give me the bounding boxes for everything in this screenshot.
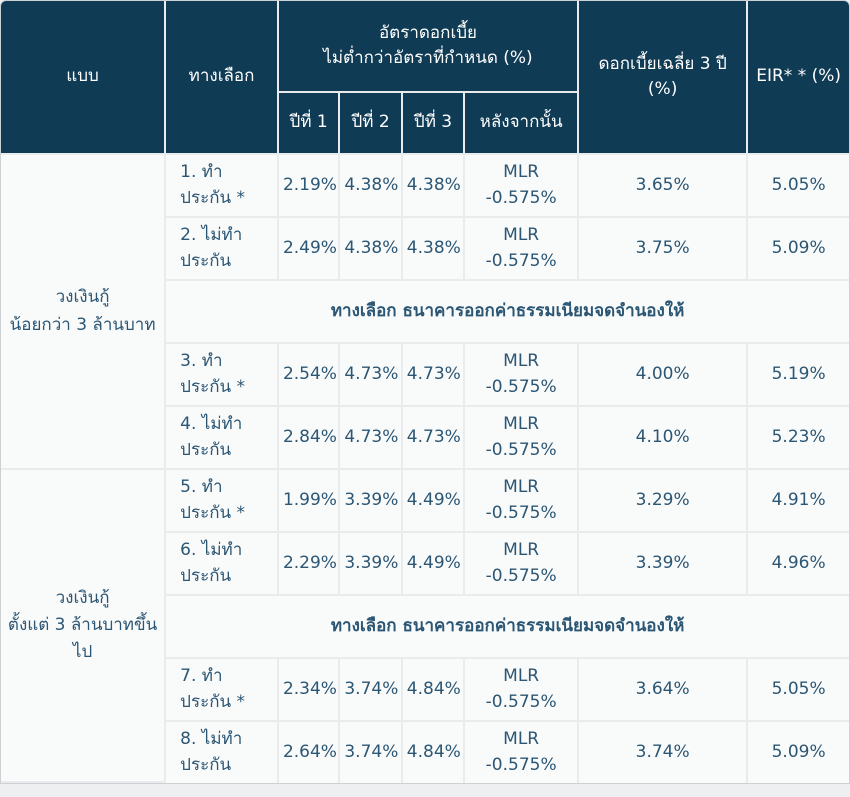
column-header-eir: EIR* * (%)	[748, 1, 849, 155]
loan-rate-table: แบบ ทางเลือก อัตราดอกเบี้ย ไม่ต่ำกว่าอัต…	[1, 1, 849, 783]
section-3-million-up: วงเงินกู้ ตั้งแต่ 3 ล้านบาทขึ้นไป 5. ทำป…	[1, 470, 849, 783]
banner-row: ทางเลือก ธนาคารออกค่าธรรมเนียมจดจำนองให้	[1, 281, 849, 344]
year3-cell: 4.84%	[402, 659, 466, 722]
year1-cell: 2.54%	[278, 344, 341, 407]
eir-cell: 4.91%	[748, 470, 849, 533]
year1-cell: 1.99%	[278, 470, 341, 533]
table-header: แบบ ทางเลือก อัตราดอกเบี้ย ไม่ต่ำกว่าอัต…	[1, 1, 849, 155]
column-header-year1: ปีที่ 1	[278, 93, 341, 155]
avg3yr-cell: 3.64%	[579, 659, 749, 722]
column-header-after: หลังจากนั้น	[465, 93, 580, 155]
year3-cell: 4.49%	[402, 533, 466, 596]
year3-cell: 4.73%	[402, 407, 466, 470]
table-row: 4. ไม่ทำประกัน 2.84% 4.73% 4.73% MLR -0.…	[1, 407, 849, 470]
year1-cell: 2.34%	[278, 659, 341, 722]
after-cell: MLR -0.575%	[465, 659, 580, 722]
year2-cell: 3.74%	[340, 722, 403, 783]
avg3yr-cell: 3.74%	[579, 722, 749, 783]
group-label-line2: น้อยกว่า 3 ล้านบาท	[9, 314, 156, 335]
year2-cell: 4.73%	[340, 344, 403, 407]
option-cell: 6. ไม่ทำประกัน	[166, 533, 279, 596]
option-cell: 5. ทำประกัน *	[166, 470, 279, 533]
avg3yr-cell: 3.75%	[579, 218, 749, 281]
eir-cell: 5.23%	[748, 407, 849, 470]
table-row: 2. ไม่ทำประกัน 2.49% 4.38% 4.38% MLR -0.…	[1, 218, 849, 281]
after-cell: MLR -0.575%	[465, 344, 580, 407]
mortgage-fee-banner: ทางเลือก ธนาคารออกค่าธรรมเนียมจดจำนองให้	[166, 596, 849, 659]
rate-group-line1: อัตราดอกเบี้ย	[378, 22, 478, 43]
eir-cell: 5.19%	[748, 344, 849, 407]
year1-cell: 2.29%	[278, 533, 341, 596]
group-label-line2: ตั้งแต่ 3 ล้านบาทขึ้นไป	[7, 614, 158, 663]
column-header-type: แบบ	[1, 1, 167, 155]
option-cell: 7. ทำประกัน *	[166, 659, 279, 722]
after-cell: MLR -0.575%	[465, 407, 580, 470]
header-row-top: แบบ ทางเลือก อัตราดอกเบี้ย ไม่ต่ำกว่าอัต…	[1, 1, 849, 155]
table-row: 7. ทำประกัน * 2.34% 3.74% 4.84% MLR -0.5…	[1, 659, 849, 722]
eir-cell: 5.05%	[748, 659, 849, 722]
option-cell: 8. ไม่ทำประกัน	[166, 722, 279, 783]
after-cell: MLR -0.575%	[465, 470, 580, 533]
group-label-under-3m: วงเงินกู้ น้อยกว่า 3 ล้านบาท	[1, 155, 167, 470]
after-cell: MLR -0.575%	[465, 533, 580, 596]
table-row: วงเงินกู้ ตั้งแต่ 3 ล้านบาทขึ้นไป 5. ทำป…	[1, 470, 849, 783]
section-under-3-million: วงเงินกู้ น้อยกว่า 3 ล้านบาท 1. ทำประกัน…	[1, 155, 849, 470]
column-header-year3: ปีที่ 3	[402, 93, 466, 155]
option-cell: 1. ทำประกัน *	[166, 155, 279, 218]
group-label-line1: วงเงินกู้	[55, 587, 110, 608]
header-row-sub: ปีที่ 1 ปีที่ 2 ปีที่ 3 หลังจากนั้น	[1, 93, 849, 155]
column-header-avg3yr: ดอกเบี้ยเฉลี่ย 3 ปี (%)	[579, 1, 749, 155]
year3-cell: 4.38%	[402, 218, 466, 281]
table-row: 6. ไม่ทำประกัน 2.29% 3.39% 4.49% MLR -0.…	[1, 533, 849, 596]
year1-cell: 2.84%	[278, 407, 341, 470]
eir-cell: 5.09%	[748, 218, 849, 281]
option-cell: 3. ทำประกัน *	[166, 344, 279, 407]
banner-row: ทางเลือก ธนาคารออกค่าธรรมเนียมจดจำนองให้	[1, 596, 849, 659]
column-header-option: ทางเลือก	[166, 1, 279, 155]
after-cell: MLR -0.575%	[465, 155, 580, 218]
year1-cell: 2.64%	[278, 722, 341, 783]
year2-cell: 4.73%	[340, 407, 403, 470]
year2-cell: 4.38%	[340, 155, 403, 218]
avg3yr-cell: 3.29%	[579, 470, 749, 533]
year1-cell: 2.19%	[278, 155, 341, 218]
group-label-line1: วงเงินกู้	[55, 287, 110, 308]
year2-cell: 3.39%	[340, 470, 403, 533]
after-cell: MLR -0.575%	[465, 722, 580, 783]
year3-cell: 4.38%	[402, 155, 466, 218]
table-row: วงเงินกู้ น้อยกว่า 3 ล้านบาท 1. ทำประกัน…	[1, 155, 849, 470]
after-cell: MLR -0.575%	[465, 218, 580, 281]
table-row: 3. ทำประกัน * 2.54% 4.73% 4.73% MLR -0.5…	[1, 344, 849, 407]
year3-cell: 4.49%	[402, 470, 466, 533]
column-header-year2: ปีที่ 2	[340, 93, 403, 155]
eir-cell: 5.09%	[748, 722, 849, 783]
group-label-3m-up: วงเงินกู้ ตั้งแต่ 3 ล้านบาทขึ้นไป	[1, 470, 167, 783]
option-cell: 2. ไม่ทำประกัน	[166, 218, 279, 281]
year2-cell: 3.39%	[340, 533, 403, 596]
table-row: 8. ไม่ทำประกัน 2.64% 3.74% 4.84% MLR -0.…	[1, 722, 849, 783]
mortgage-fee-banner: ทางเลือก ธนาคารออกค่าธรรมเนียมจดจำนองให้	[166, 281, 849, 344]
eir-cell: 4.96%	[748, 533, 849, 596]
avg3yr-cell: 4.10%	[579, 407, 749, 470]
rate-group-line2: ไม่ต่ำกว่าอัตราที่กำหนด (%)	[323, 48, 533, 68]
year2-cell: 4.38%	[340, 218, 403, 281]
avg3yr-cell: 3.65%	[579, 155, 749, 218]
year3-cell: 4.73%	[402, 344, 466, 407]
avg3yr-cell: 3.39%	[579, 533, 749, 596]
year3-cell: 4.84%	[402, 722, 466, 783]
year1-cell: 2.49%	[278, 218, 341, 281]
option-cell: 4. ไม่ทำประกัน	[166, 407, 279, 470]
year2-cell: 3.74%	[340, 659, 403, 722]
avg3yr-cell: 4.00%	[579, 344, 749, 407]
column-header-rate-group: อัตราดอกเบี้ย ไม่ต่ำกว่าอัตราที่กำหนด (%…	[278, 1, 580, 93]
eir-cell: 5.05%	[748, 155, 849, 218]
